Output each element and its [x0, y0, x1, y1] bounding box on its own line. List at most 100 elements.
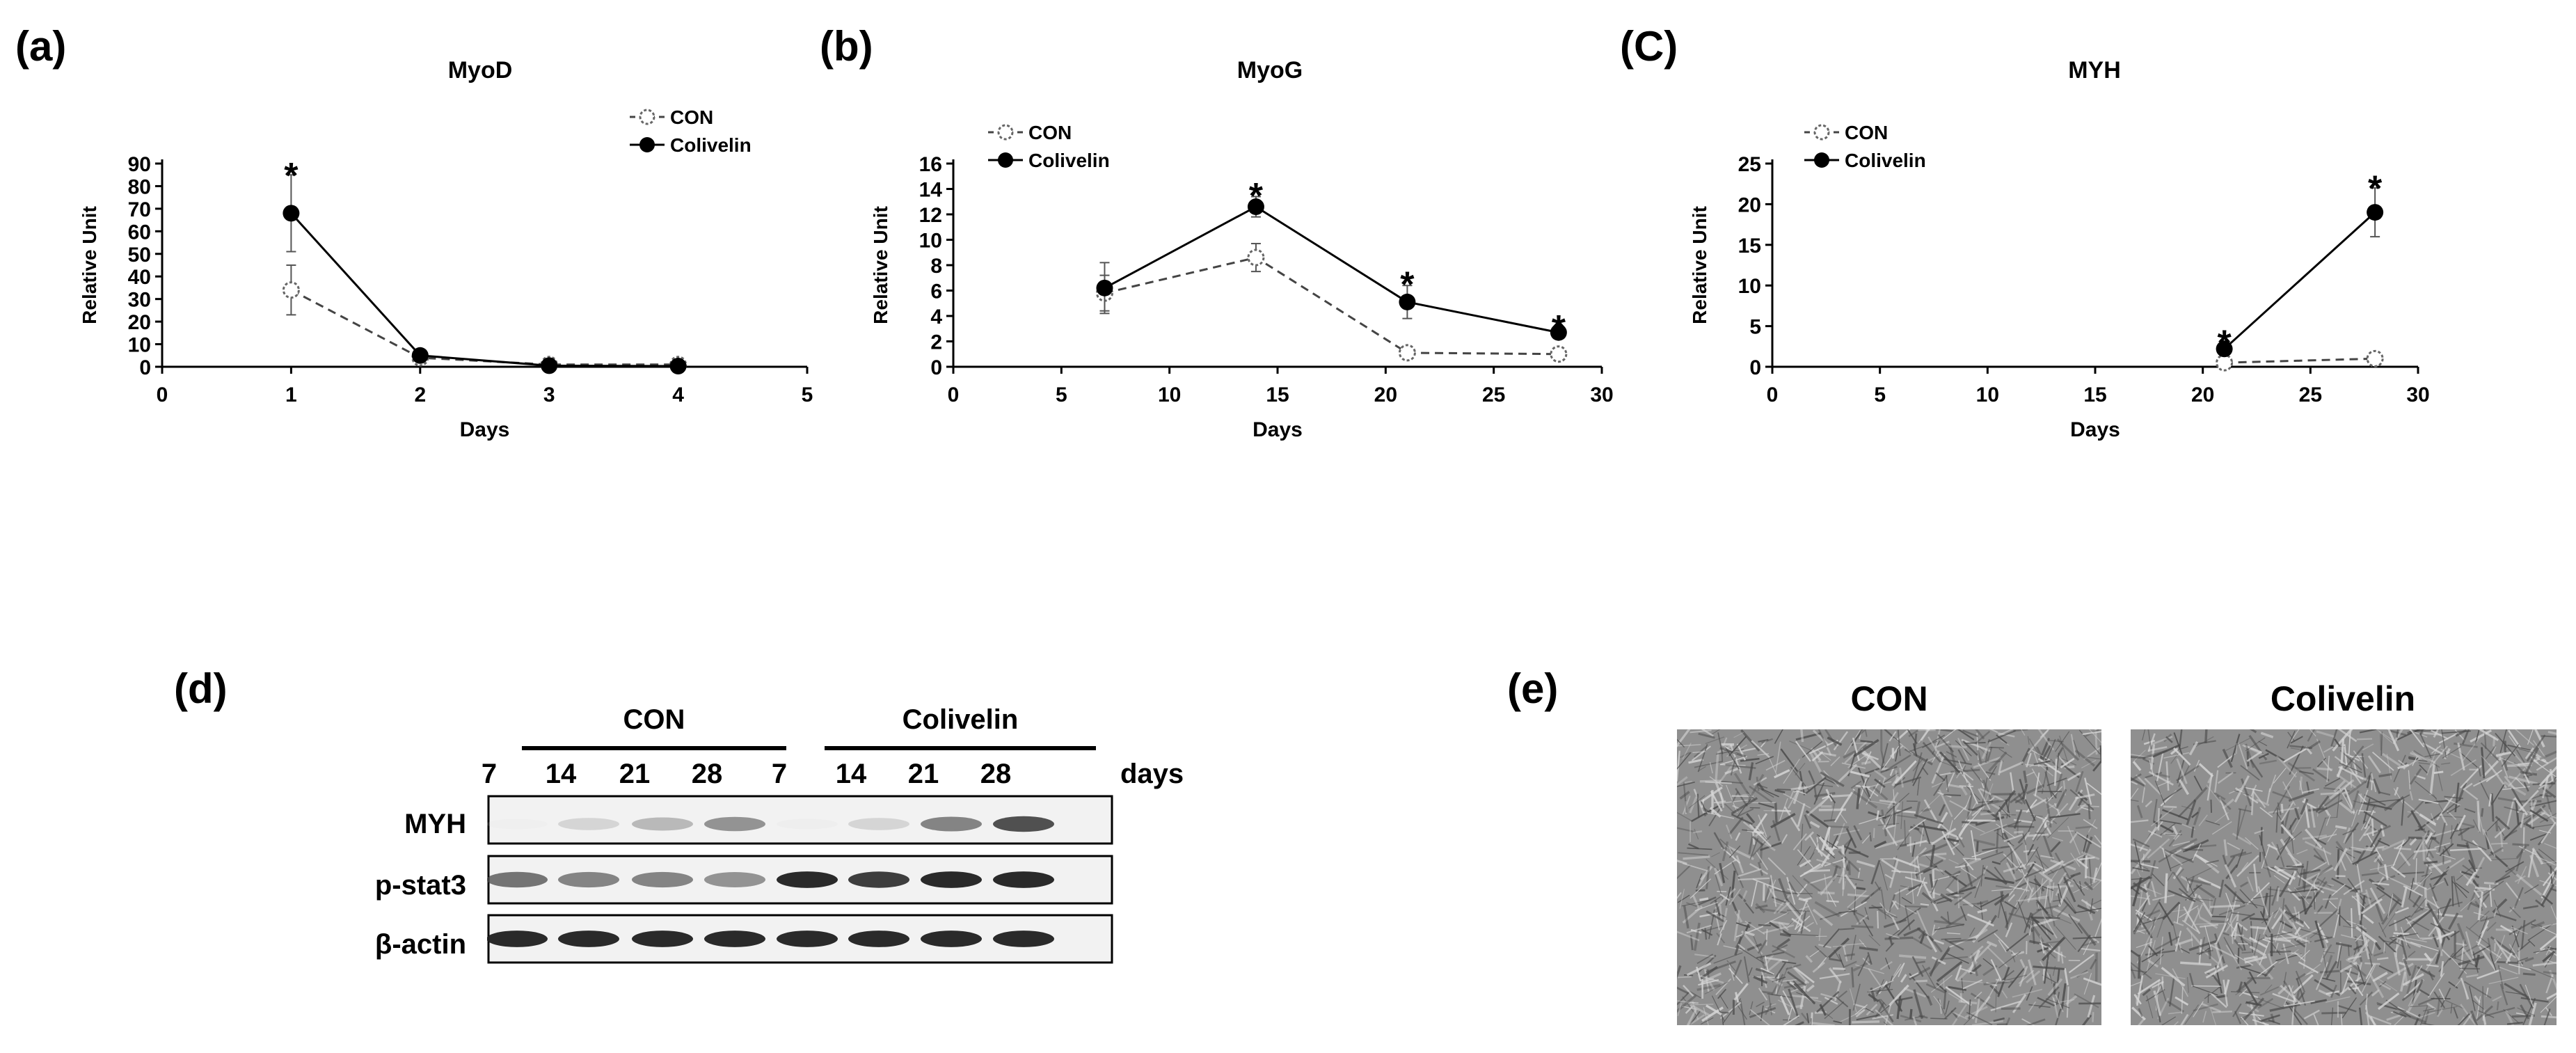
y-tick-label: 20 [1738, 193, 1761, 216]
data-point [1550, 324, 1567, 341]
blot-band [993, 931, 1054, 947]
wb-day-label: 14 [545, 759, 577, 789]
y-tick-label: 15 [1738, 235, 1761, 258]
x-tick-label: 25 [2299, 383, 2322, 406]
blot-band [777, 818, 838, 830]
wb-group-colivelin-line [825, 746, 1096, 750]
blot-band [558, 931, 619, 947]
y-tick-label: 10 [919, 230, 942, 253]
y-tick-label: 2 [930, 331, 942, 354]
y-tick-label: 40 [128, 266, 151, 289]
legend-marker [639, 109, 655, 125]
x-tick-label: 25 [1482, 383, 1505, 406]
legend-marker [639, 137, 655, 152]
data-point [1399, 293, 1416, 310]
y-tick-label: 12 [919, 204, 942, 227]
blot-band [632, 931, 693, 947]
series-line [290, 212, 678, 367]
wb-day-label: 14 [835, 759, 867, 789]
micrograph-con [1677, 729, 2101, 1025]
micrograph-title-con: CON [1850, 679, 1928, 718]
series-line [2224, 357, 2376, 364]
blot-band [848, 818, 909, 830]
significance-marker: * [2368, 169, 2383, 209]
y-tick-label: 0 [930, 356, 942, 379]
legend-label: Colivelin [670, 134, 752, 156]
panel-label-a: (a) [15, 23, 67, 70]
y-tick-label: 70 [128, 198, 151, 221]
x-tick-label: 1 [285, 383, 297, 406]
series-line [290, 289, 678, 366]
x-tick-label: 20 [2191, 383, 2214, 406]
blot-band [487, 931, 548, 947]
x-axis-label: Days [2070, 418, 2120, 441]
y-axis-label: Relative Unit [1689, 206, 1710, 324]
micrograph-colivelin [2131, 729, 2557, 1025]
blot-band [487, 818, 548, 830]
blot-band [777, 931, 838, 947]
x-tick-label: 0 [948, 383, 960, 406]
significance-marker: * [2217, 323, 2232, 363]
significance-marker: * [1552, 308, 1566, 349]
x-tick-label: 2 [414, 383, 426, 406]
y-tick-label: 90 [128, 153, 151, 176]
legend-marker [1814, 152, 1829, 168]
significance-marker: * [1400, 265, 1415, 306]
blot-band [558, 818, 619, 830]
cell-texture [2131, 729, 2557, 1025]
data-point [669, 358, 687, 375]
x-tick-label: 15 [1266, 383, 1289, 406]
x-tick-label: 20 [1374, 383, 1397, 406]
wb-day-label: 21 [619, 759, 651, 789]
series-line [1104, 205, 1559, 334]
chart-title: MyoG [1237, 57, 1303, 84]
wb-day-label: 7 [771, 759, 788, 789]
data-point [283, 205, 300, 222]
y-tick-label: 6 [930, 280, 942, 303]
blot-band [921, 871, 982, 888]
significance-marker: * [1249, 176, 1264, 216]
y-tick-label: 0 [139, 356, 151, 379]
x-axis-label: Days [460, 418, 510, 441]
series-line [1104, 256, 1559, 356]
data-point [1247, 198, 1264, 216]
y-tick-label: 10 [1738, 275, 1761, 298]
blot-band [993, 871, 1054, 888]
wb-days-label: days [1120, 759, 1184, 789]
wb-row-label-myh: MYH [404, 809, 466, 839]
blot-strips [487, 795, 1113, 964]
data-point [1398, 344, 1416, 362]
panel-label-b: (b) [820, 23, 873, 70]
x-axis-label: Days [1253, 418, 1303, 441]
blot-band [704, 931, 765, 947]
x-tick-label: 10 [1976, 383, 1999, 406]
wb-day-label: 7 [481, 759, 498, 789]
y-tick-label: 60 [128, 221, 151, 244]
legend-marker [997, 124, 1014, 141]
data-point [2367, 204, 2384, 221]
wb-group-con: CON [623, 704, 685, 735]
legend-label: CON [670, 106, 713, 128]
blot-band [632, 871, 693, 888]
y-tick-label: 10 [128, 334, 151, 357]
data-point [411, 347, 429, 364]
x-tick-label: 5 [1874, 383, 1886, 406]
x-tick-label: 0 [1767, 383, 1779, 406]
cell-texture [1677, 729, 2101, 1025]
data-point [1550, 345, 1568, 363]
y-tick-label: 0 [1749, 356, 1761, 379]
blot-band [848, 871, 909, 888]
legend-label: CON [1845, 122, 1888, 143]
x-tick-label: 4 [672, 383, 684, 406]
blot-band [632, 817, 693, 831]
y-tick-label: 20 [128, 311, 151, 334]
y-tick-label: 8 [930, 255, 942, 278]
y-tick-label: 80 [128, 175, 151, 198]
blot-band [921, 931, 982, 947]
panel-label-e: (e) [1507, 665, 1559, 712]
blot-band [704, 872, 765, 887]
y-tick-label: 25 [1738, 153, 1761, 176]
y-tick-label: 50 [128, 244, 151, 267]
